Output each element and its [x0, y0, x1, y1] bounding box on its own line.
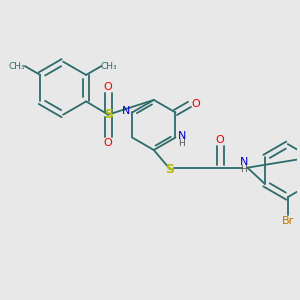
- Text: O: O: [216, 135, 224, 145]
- Text: S: S: [166, 163, 175, 176]
- Text: S: S: [104, 108, 113, 121]
- Text: N: N: [122, 106, 130, 116]
- Text: N: N: [178, 131, 186, 141]
- Text: O: O: [104, 82, 112, 92]
- Text: H: H: [240, 165, 247, 174]
- Text: O: O: [192, 99, 200, 110]
- Text: CH₃: CH₃: [100, 61, 117, 70]
- Text: N: N: [239, 158, 248, 167]
- Text: H: H: [178, 139, 185, 148]
- Text: O: O: [104, 138, 112, 148]
- Text: Br: Br: [282, 216, 294, 226]
- Text: CH₃: CH₃: [8, 61, 25, 70]
